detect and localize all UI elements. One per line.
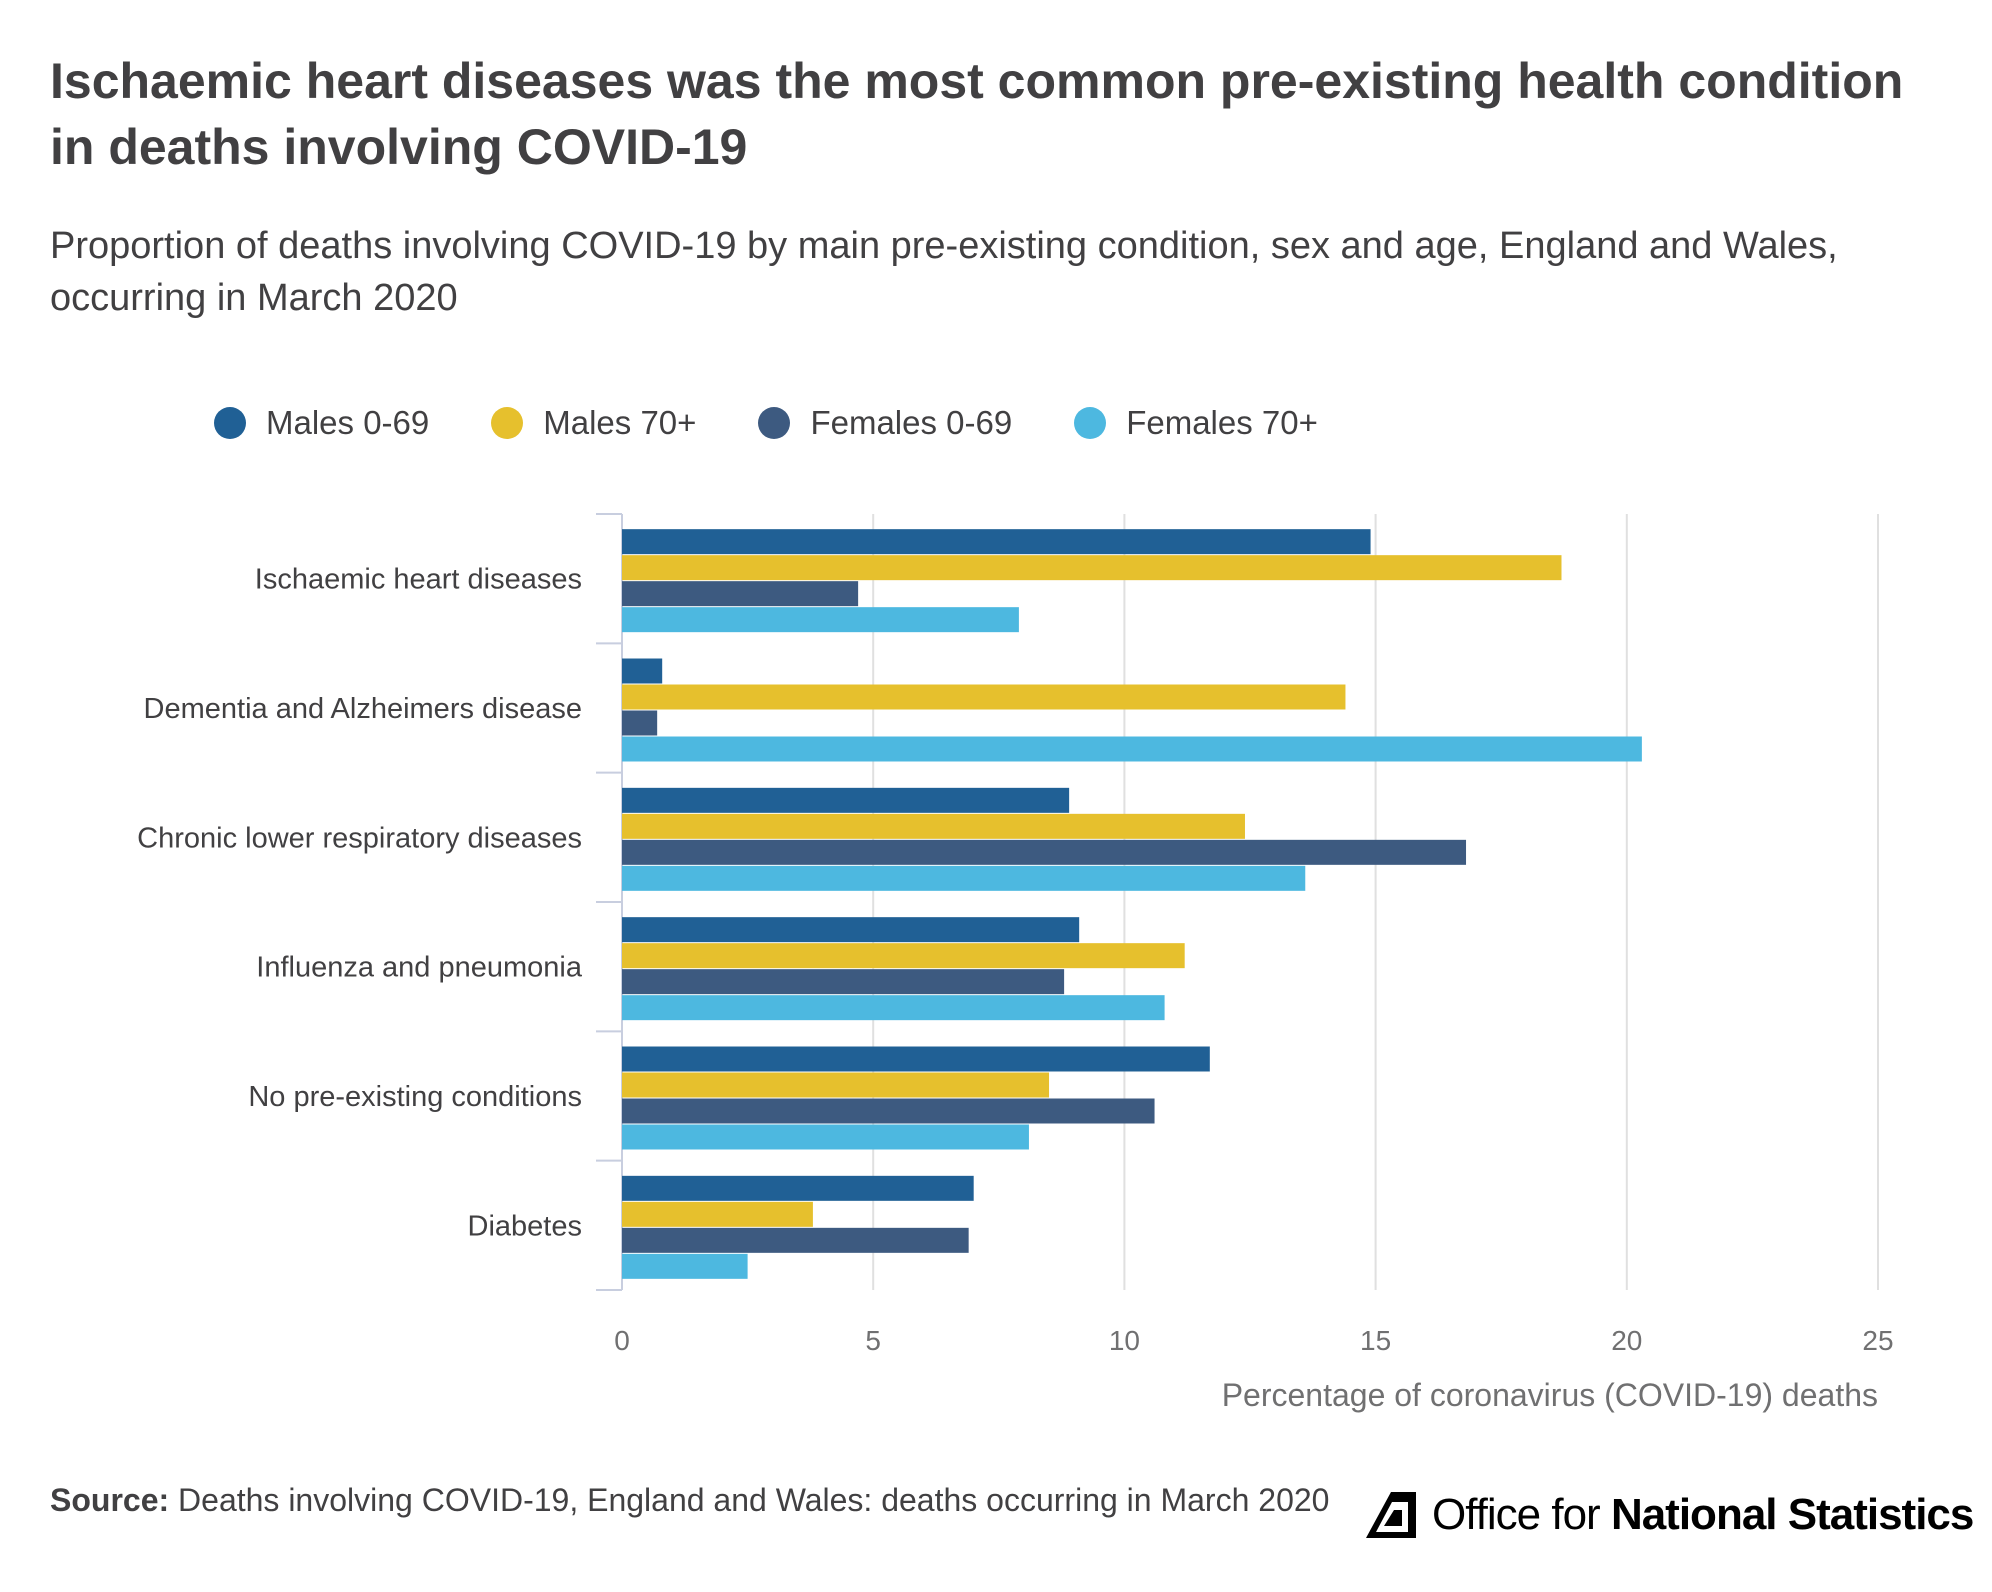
x-tick-label: 5 [865, 1325, 881, 1356]
legend-swatch [758, 407, 791, 439]
bar [622, 555, 1562, 581]
bar [622, 1072, 1050, 1098]
ons-logo-text-bold: National Statistics [1610, 1490, 1974, 1539]
bar [622, 813, 1245, 839]
bar [622, 1253, 748, 1279]
bar [622, 1124, 1029, 1150]
y-category-label: Diabetes [468, 1210, 582, 1242]
x-axis-label: Percentage of coronavirus (COVID-19) dea… [1222, 1377, 1878, 1413]
x-tick-label: 25 [1862, 1325, 1893, 1356]
bar [622, 607, 1019, 633]
bar [622, 1098, 1155, 1124]
bar [622, 917, 1080, 943]
bar [622, 995, 1165, 1021]
source-label: Source: [50, 1482, 170, 1518]
legend-label: Females 0-69 [810, 404, 1013, 441]
legend-swatch [491, 407, 524, 439]
bar [622, 1227, 969, 1253]
chart-title: Ischaemic heart diseases was the most co… [50, 53, 1904, 175]
legend-swatch [1074, 407, 1107, 439]
bar [622, 658, 663, 684]
legend-item: Females 70+ [1074, 404, 1318, 442]
bar [622, 581, 859, 607]
y-category-label: Dementia and Alzheimers disease [144, 693, 582, 725]
ons-logo-text-light: Office for [1432, 1490, 1601, 1539]
bar [622, 839, 1467, 865]
legend: Males 0-69 Males 70+ Females 0-69 Females 7… [214, 404, 1380, 442]
legend-swatch [214, 407, 246, 439]
chart-subtitle: Proportion of deaths involving COVID-19 … [50, 225, 1838, 319]
bar [622, 736, 1642, 762]
x-tick-label: 10 [1109, 1325, 1140, 1356]
bar [622, 1175, 974, 1201]
ons-logo: Office for National Statistics [1362, 1486, 1974, 1544]
source-note: Source: Deaths involving COVID-19, Engla… [50, 1478, 1330, 1522]
ons-logo-text: Office for National Statistics [1432, 1490, 1974, 1540]
bar [622, 1201, 813, 1227]
bar [622, 1046, 1210, 1072]
bar-chart: 0 5 10 15 20 25 Ischaemic heart diseases Dement… [137, 513, 1894, 1413]
legend-label: Males 70+ [543, 404, 697, 441]
bar [622, 529, 1371, 555]
x-tick-label: 15 [1360, 1325, 1391, 1356]
source-text: Deaths involving COVID-19, England and W… [178, 1482, 1330, 1518]
y-category-label: Influenza and pneumonia [256, 952, 583, 984]
legend-label: Males 0-69 [266, 404, 430, 441]
bar [622, 787, 1070, 813]
legend-item: Males 70+ [491, 404, 696, 442]
legend-item: Males 0-69 [214, 404, 429, 442]
bar [622, 710, 658, 736]
y-category-label: Ischaemic heart diseases [255, 564, 582, 596]
y-category-label: Chronic lower respiratory diseases [137, 822, 582, 854]
x-tick-label: 0 [614, 1325, 630, 1356]
legend-item: Females 0-69 [758, 404, 1012, 442]
y-category-label: No pre-existing conditions [248, 1081, 582, 1113]
x-tick-label: 20 [1611, 1325, 1642, 1356]
legend-label: Females 70+ [1126, 404, 1318, 441]
ons-logo-icon [1366, 1492, 1416, 1538]
bar [622, 865, 1306, 891]
bar [622, 969, 1065, 995]
bar [622, 684, 1346, 710]
bar [622, 943, 1185, 969]
